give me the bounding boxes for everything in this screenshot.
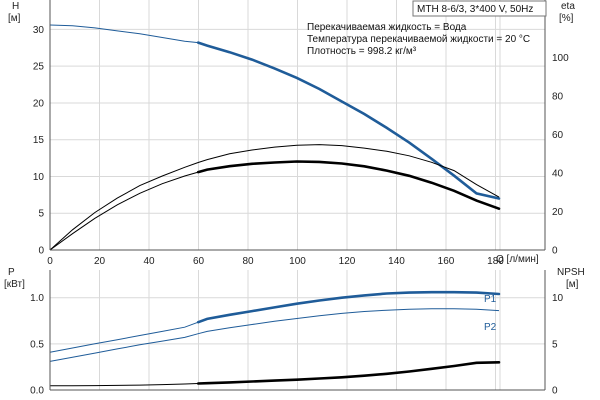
annotation-density: Плотность = 998.2 кг/м³ [307, 46, 417, 57]
right-y-tick-label: 100 [552, 53, 569, 64]
x-tick-label: 160 [438, 256, 455, 267]
right-y-tick-label: 10 [552, 293, 564, 304]
bot-series-1-line [49, 308, 500, 362]
legend-p2: P2 [484, 322, 497, 333]
left-y-tick-label: 1.0 [30, 293, 44, 304]
annotation-temperature: Температура перекачиваемой жидкости = 20… [307, 34, 530, 45]
left-y-tick-label: 5 [38, 209, 44, 220]
bottom-left-axis-label-line1: P [8, 267, 15, 278]
annotation-liquid: Перекачиваемая жидкость = Вода [307, 22, 467, 33]
right-y-tick-label: 0 [552, 246, 558, 257]
right-y-tick-label: 80 [552, 92, 564, 103]
right-y-tick-label: 0 [552, 386, 558, 397]
right-y-tick-label: 40 [552, 169, 564, 180]
x-tick-label: 0 [47, 256, 53, 267]
top-series-layer [49, 24, 501, 251]
bottom-tick-labels: 0.0 0.5 1.0 0 5 10 [30, 293, 563, 396]
bottom-right-axis-label-line2: [м] [566, 279, 579, 290]
legend-p1: P1 [484, 294, 497, 305]
bot-series-0-operating-range [196, 290, 501, 324]
top-tick-labels: 0 20 40 60 80 100 120 140 160 180 0 5 10 15 20 25 30 0 20 4… [33, 25, 569, 267]
bottom-series-layer [49, 290, 501, 387]
bottom-grid [49, 270, 545, 391]
top-x-axis-label: Q [л/мин] [496, 254, 539, 265]
bottom-axes [49, 270, 546, 391]
left-y-tick-label: 25 [33, 62, 45, 73]
x-tick-label: 80 [242, 256, 254, 267]
power-npsh-chart: 0.0 0.5 1.0 0 5 10 P [кВт] NPSH [м] P1 P2 [4, 267, 585, 397]
x-tick-label: 20 [94, 256, 106, 267]
chart-title-box [412, 0, 547, 17]
left-y-tick-label: 20 [33, 98, 45, 109]
bot-series-0-line [49, 291, 500, 353]
top-series-2-operating-range [196, 160, 501, 210]
right-y-tick-label: 20 [552, 207, 564, 218]
top-left-axis-label-line2: [м] [8, 13, 21, 24]
top-series-2-line [49, 160, 500, 251]
head-efficiency-chart: 0 20 40 60 80 100 120 140 160 180 0 5 10 15 20 25 30 0 20 4… [8, 0, 575, 267]
right-y-tick-label: 60 [552, 130, 564, 141]
x-tick-label: 180 [487, 256, 504, 267]
x-tick-label: 60 [193, 256, 205, 267]
top-axes [49, 0, 546, 251]
bot-series-2-operating-range [196, 361, 501, 385]
chart-title: MTH 8-6/3, 3*400 V, 50Hz [417, 4, 533, 15]
left-y-tick-label: 0 [38, 246, 44, 257]
x-tick-label: 120 [339, 256, 356, 267]
left-y-tick-label: 30 [33, 25, 45, 36]
top-right-axis-label-line1: eta [561, 1, 575, 12]
bottom-right-axis-label-line1: NPSH [557, 267, 585, 278]
x-tick-label: 140 [388, 256, 405, 267]
top-series-1-line [49, 144, 500, 251]
x-tick-label: 40 [143, 256, 155, 267]
top-left-axis-label-line1: H [12, 1, 19, 12]
bottom-left-axis-label-line2: [кВт] [4, 279, 25, 290]
top-right-axis-label-line2: [%] [559, 13, 574, 24]
top-series-0-operating-range [196, 41, 501, 200]
x-tick-label: 100 [289, 256, 306, 267]
left-y-tick-label: 0.5 [30, 339, 44, 350]
right-y-tick-label: 5 [552, 339, 558, 350]
bot-series-2-line [50, 361, 500, 387]
top-series-0-line [49, 24, 500, 199]
left-y-tick-label: 15 [33, 135, 45, 146]
left-y-tick-label: 0.0 [30, 386, 44, 397]
left-y-tick-label: 10 [33, 172, 45, 183]
